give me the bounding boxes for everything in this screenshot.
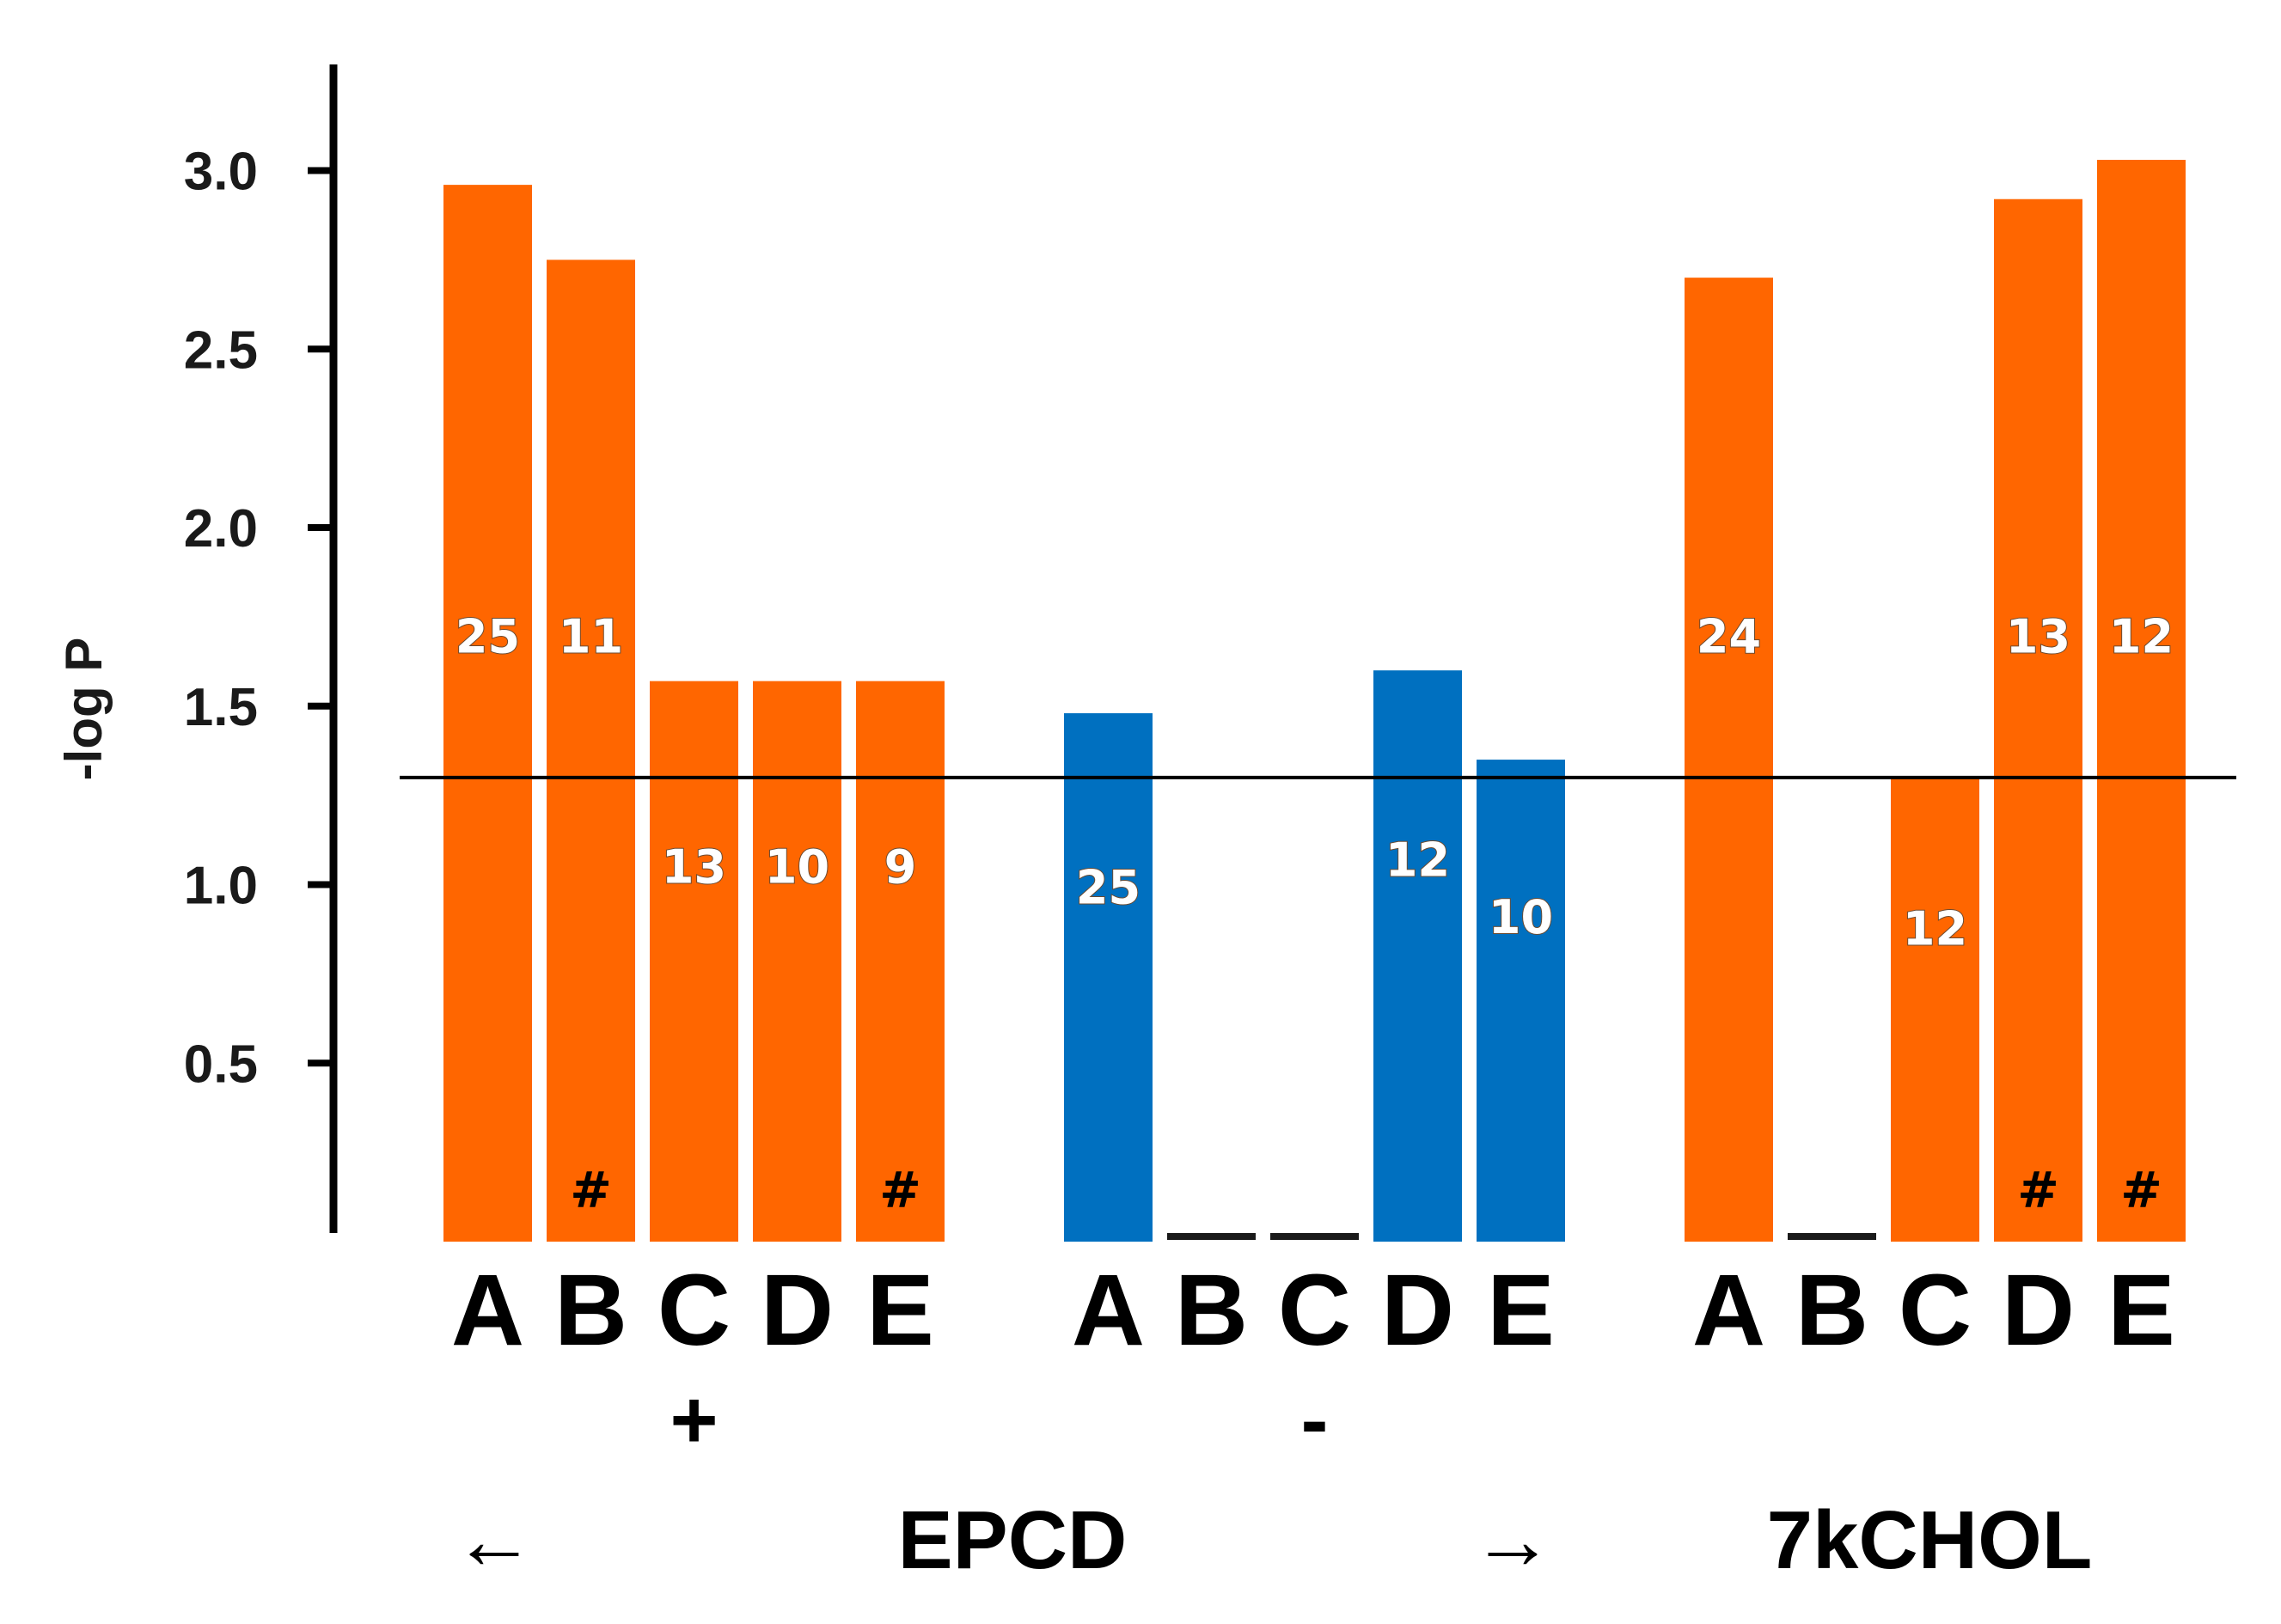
bar-n-label: 10 [765, 840, 829, 894]
empty-bar-marker [1270, 1233, 1359, 1240]
category-label: A [1072, 1254, 1145, 1367]
bar [547, 259, 635, 1242]
group-sign-label: - [1301, 1374, 1329, 1466]
bar-n-label: 12 [2109, 609, 2174, 663]
category-label: C [1899, 1254, 1972, 1367]
empty-bar-marker [1167, 1233, 1256, 1240]
bar [1994, 198, 2082, 1242]
epcd-label: EPCD [898, 1494, 1128, 1586]
category-label: B [554, 1254, 627, 1367]
category-label: D [761, 1254, 834, 1367]
category-label: D [1381, 1254, 1454, 1367]
y-tick-label: 2.5 [184, 321, 258, 380]
bar-n-label: 24 [1697, 609, 1761, 663]
bar [1891, 777, 1979, 1242]
category-labels: A B C D E+A B C D E-A B C D E [451, 1254, 2175, 1466]
bar-hash-label: # [2120, 1161, 2162, 1219]
bar-n-label: 9 [884, 840, 917, 894]
bar [753, 681, 841, 1242]
category-label: A [1692, 1254, 1765, 1367]
bar [1373, 670, 1462, 1242]
left-arrow: ← [453, 1494, 535, 1586]
y-tick-label: 0.5 [184, 1035, 258, 1094]
bar-hash-label: # [570, 1161, 612, 1219]
right-arrow: → [1471, 1494, 1554, 1586]
y-tick-label: 2.0 [184, 499, 258, 559]
bar-n-label: 13 [662, 840, 726, 894]
category-label: B [1175, 1254, 1248, 1367]
bar-n-label: 10 [1489, 890, 1553, 944]
category-label: E [1487, 1254, 1555, 1367]
category-label: E [2107, 1254, 2175, 1367]
bars: 25 11 #13 10 9 #25 12 10 24 12 13 #12 # [443, 160, 2186, 1242]
bar-n-label: 13 [2006, 609, 2070, 663]
category-label: C [657, 1254, 731, 1367]
7kchol-label: 7kCHOL [1767, 1494, 2093, 1586]
bar-hash-label: # [879, 1161, 921, 1219]
bar [1064, 713, 1153, 1242]
category-label: D [2002, 1254, 2075, 1367]
bar [2097, 160, 2186, 1242]
bar-n-label: 12 [1903, 901, 1967, 955]
bar [650, 681, 738, 1242]
bar-n-label: 25 [1076, 860, 1140, 914]
bar-hash-label: # [2017, 1161, 2059, 1219]
category-label: C [1278, 1254, 1351, 1367]
y-tick-label: 1.0 [184, 857, 258, 916]
bar-n-label: 25 [456, 609, 520, 663]
category-label: E [866, 1254, 934, 1367]
category-label: B [1795, 1254, 1868, 1367]
group-sign-label: + [670, 1374, 718, 1466]
category-label: A [451, 1254, 524, 1367]
bar [443, 185, 532, 1242]
y-tick-label: 1.5 [184, 678, 258, 737]
bar [1685, 278, 1773, 1242]
bar-n-label: 12 [1385, 833, 1450, 888]
bar-n-label: 11 [559, 609, 623, 663]
empty-bar-marker [1788, 1233, 1876, 1240]
y-tick-label: 3.0 [184, 143, 258, 202]
y-axis-title: -log P [55, 638, 113, 781]
bar [856, 681, 945, 1242]
y-axis: 0.5 1.0 1.5 2.0 2.5 3.0 [184, 64, 338, 1233]
bar [1477, 760, 1565, 1242]
